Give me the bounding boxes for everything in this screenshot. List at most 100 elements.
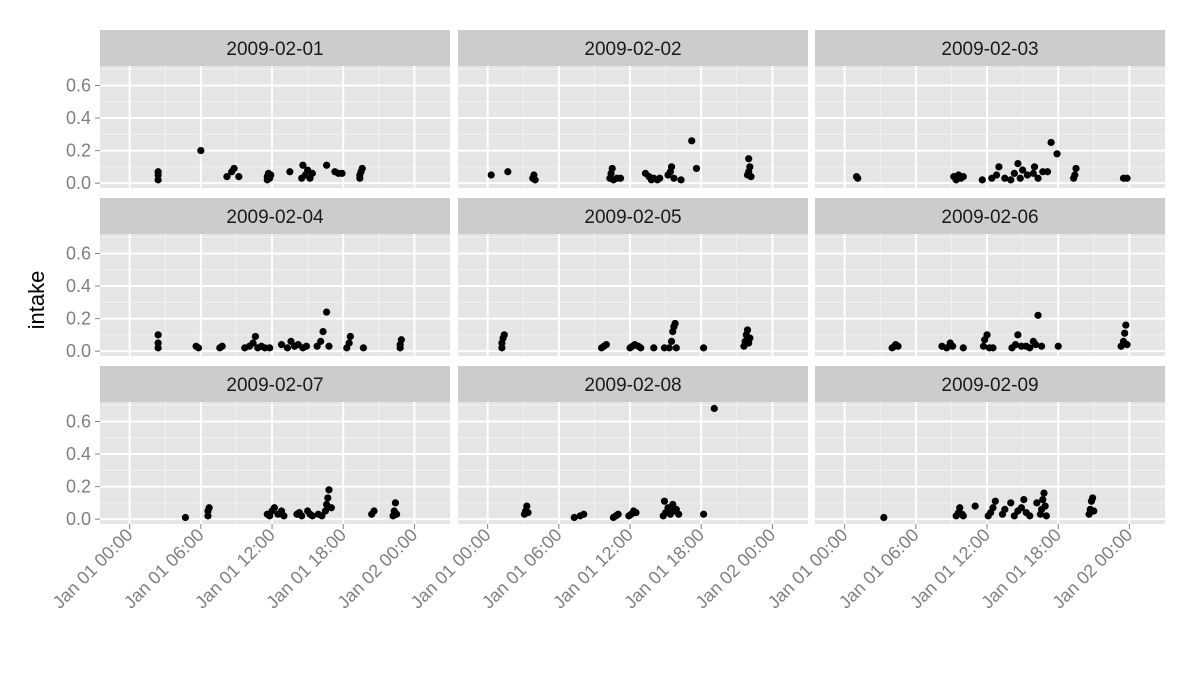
data-point: [1016, 174, 1024, 182]
facet-strip: [458, 30, 808, 66]
facet-panel: 2009-02-08: [458, 366, 808, 524]
facet-panel: 2009-02-06: [815, 198, 1165, 356]
data-point: [1040, 489, 1048, 497]
data-point: [747, 173, 755, 181]
data-point: [580, 510, 588, 518]
data-point: [531, 176, 539, 184]
data-point: [1014, 331, 1022, 339]
panel-background: [100, 66, 450, 188]
data-point: [1038, 342, 1046, 350]
data-point: [995, 163, 1003, 171]
data-point: [1123, 174, 1131, 182]
data-point: [277, 341, 286, 349]
data-point: [1033, 499, 1041, 507]
data-point: [154, 339, 162, 347]
panel-background: [815, 234, 1165, 356]
data-point: [524, 509, 532, 517]
facet-panel: 2009-02-07: [100, 366, 450, 524]
data-point: [317, 337, 325, 345]
data-point: [949, 342, 957, 350]
data-point: [324, 494, 332, 502]
data-point: [1043, 168, 1052, 176]
data-point: [223, 173, 231, 181]
facet-panel: 2009-02-03: [815, 30, 1165, 188]
facet-strip: [815, 30, 1165, 66]
data-point: [1010, 169, 1018, 177]
data-point: [991, 497, 999, 505]
facet-strip-label: 2009-02-02: [584, 39, 681, 60]
data-point: [338, 169, 346, 177]
facet-panel: 2009-02-09: [815, 366, 1165, 524]
data-point: [959, 173, 967, 181]
data-point: [523, 502, 531, 510]
facet-panel: 2009-02-02: [458, 30, 808, 188]
data-point: [308, 512, 316, 520]
data-point: [325, 486, 333, 494]
data-point: [194, 344, 203, 352]
y-tick-label: 0.0: [66, 173, 91, 193]
data-point: [745, 155, 753, 163]
panel-background: [815, 66, 1165, 188]
data-point: [894, 342, 902, 350]
data-point: [1020, 496, 1028, 504]
data-point: [616, 174, 625, 182]
facet-strip-label: 2009-02-04: [226, 207, 324, 228]
facet-strip-label: 2009-02-08: [584, 375, 681, 396]
y-tick-label: 0.6: [66, 412, 91, 432]
data-point: [270, 504, 279, 512]
data-point: [1026, 512, 1034, 520]
data-point: [249, 339, 257, 347]
data-point: [1072, 164, 1080, 173]
facet-strip: [100, 366, 450, 402]
data-point: [197, 146, 205, 155]
data-point: [1017, 504, 1026, 512]
data-point: [956, 504, 964, 512]
data-point: [1019, 166, 1027, 174]
facet-strip-label: 2009-02-03: [941, 39, 1038, 60]
data-point: [1011, 341, 1020, 349]
data-point: [504, 168, 512, 176]
data-point: [397, 336, 405, 344]
data-point: [1053, 150, 1061, 158]
facet-strip-label: 2009-02-05: [584, 207, 681, 228]
data-point: [880, 513, 888, 522]
data-point: [487, 171, 495, 179]
data-point: [500, 331, 508, 339]
data-point: [346, 332, 354, 341]
panel-background: [100, 234, 450, 356]
data-point: [971, 502, 979, 510]
data-point: [1014, 160, 1022, 168]
data-point: [637, 344, 645, 352]
data-point: [699, 510, 708, 518]
data-point: [267, 171, 275, 179]
data-point: [983, 331, 991, 339]
data-point: [614, 510, 622, 518]
facet-strip: [100, 30, 450, 66]
data-point: [632, 509, 640, 517]
data-point: [205, 504, 213, 512]
facet-strip: [815, 366, 1165, 402]
data-point: [1054, 342, 1062, 350]
y-tick-label: 0.4: [66, 276, 91, 296]
data-point: [1039, 496, 1047, 504]
facet-strip-label: 2009-02-09: [941, 375, 1038, 396]
data-point: [672, 344, 680, 352]
data-point: [327, 504, 335, 512]
data-point: [699, 344, 708, 352]
data-point: [1034, 311, 1042, 319]
data-point: [608, 164, 616, 173]
data-point: [280, 512, 288, 520]
data-point: [650, 344, 658, 352]
data-point: [1030, 163, 1039, 171]
facet-panel: 2009-02-05: [458, 198, 808, 356]
data-point: [1047, 138, 1055, 147]
facet-strip-label: 2009-02-06: [941, 207, 1038, 228]
data-point: [1029, 169, 1037, 177]
data-point: [979, 342, 988, 350]
data-point: [1123, 341, 1131, 349]
y-axes: 0.0 0.2 0.4 0.6 0.0 0.2 0.4 0.6 0.0 0.2 0.4 0.6: [66, 76, 100, 529]
data-point: [283, 344, 292, 352]
data-point: [1089, 494, 1097, 502]
